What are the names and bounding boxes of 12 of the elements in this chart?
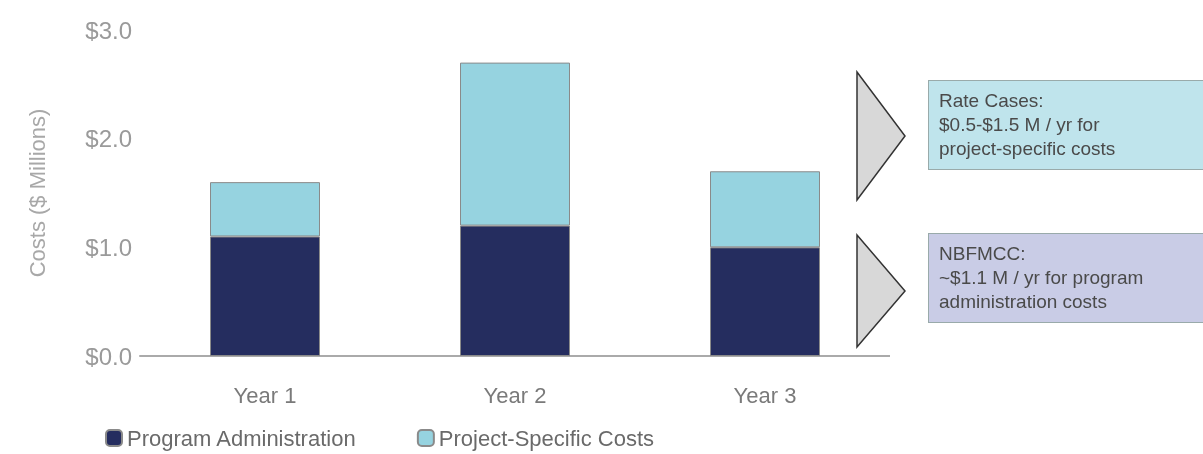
x-tick-label: Year 1 — [233, 382, 297, 408]
text: Rate Cases: $0.5-$1.5 M / yr for project-specific costs — [928, 80, 1203, 170]
y-tick-label: $3.0 — [85, 16, 132, 44]
text: NBFMCC: ~$1.1 M / yr for program administration costs — [928, 233, 1203, 323]
y-axis-title: Costs ($ Millions) — [24, 108, 50, 278]
legend-label: Program Administration — [127, 425, 356, 451]
x-tick-label: Year 3 — [733, 382, 797, 408]
legend-label: Project-Specific Costs — [438, 425, 655, 451]
y-tick-label: $0.0 — [85, 342, 132, 370]
y-tick-label: $1.0 — [85, 233, 132, 261]
y-tick-label: $2.0 — [85, 125, 132, 153]
x-tick-label: Year 2 — [483, 382, 547, 408]
